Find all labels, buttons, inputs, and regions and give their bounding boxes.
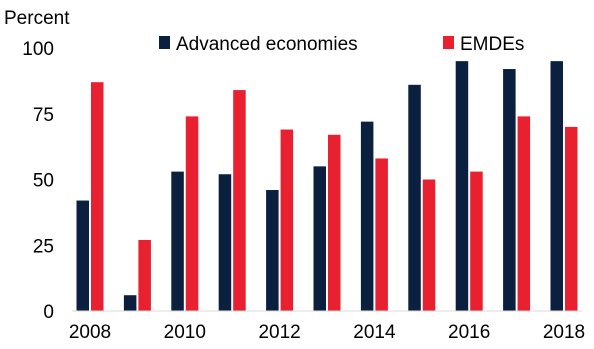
y-tick-label-100: 100 [22,39,54,60]
legend-swatch-advanced-economies [159,36,170,49]
bar-emdes-2012 [280,129,294,311]
y-tick-label-0: 0 [43,302,54,323]
x-tick-label-2010: 2010 [164,322,206,343]
x-tick-label-2018: 2018 [543,322,585,343]
x-tick-label-2016: 2016 [448,322,490,343]
bar-advanced-economies-2010 [171,171,184,311]
bar-advanced-economies-2015 [408,84,421,311]
bars [76,61,578,312]
bar-emdes-2011 [233,90,246,311]
legend: Advanced economies EMDEs [159,34,524,55]
x-tick-label-2012: 2012 [258,322,300,343]
legend-label-emdes: EMDEs [460,34,524,55]
y-tick-label-25: 25 [33,236,54,257]
bar-emdes-2018 [565,126,578,312]
bar-emdes-2017 [517,116,531,311]
y-axis-unit-label: Percent [4,8,70,29]
legend-swatch-emdes [443,36,454,49]
y-tick-label-75: 75 [33,105,54,126]
x-axis-ticks: 2008 2010 2012 2014 2016 2018 [69,322,585,343]
bar-advanced-economies-2013 [313,166,326,311]
bar-emdes-2008 [91,82,104,311]
bar-emdes-2015 [422,179,436,311]
bar-advanced-economies-2012 [266,190,279,311]
bar-emdes-2016 [470,171,483,311]
bar-advanced-economies-2016 [455,61,469,312]
bar-advanced-economies-2018 [550,61,563,312]
y-tick-label-50: 50 [33,171,54,192]
y-axis-ticks: 0 25 50 75 100 [22,39,54,323]
bar-emdes-2013 [328,134,341,311]
bar-advanced-economies-2014 [360,121,374,311]
bar-emdes-2010 [185,116,199,311]
legend-label-advanced-economies: Advanced economies [176,34,358,55]
bar-emdes-2014 [375,158,388,311]
bar-advanced-economies-2008 [76,200,89,311]
x-tick-label-2014: 2014 [353,322,396,343]
bar-emdes-2009 [138,239,151,311]
bar-advanced-economies-2009 [123,295,137,311]
x-tick-label-2008: 2008 [69,322,111,343]
bar-advanced-economies-2011 [218,174,232,311]
bar-advanced-economies-2017 [503,69,516,311]
